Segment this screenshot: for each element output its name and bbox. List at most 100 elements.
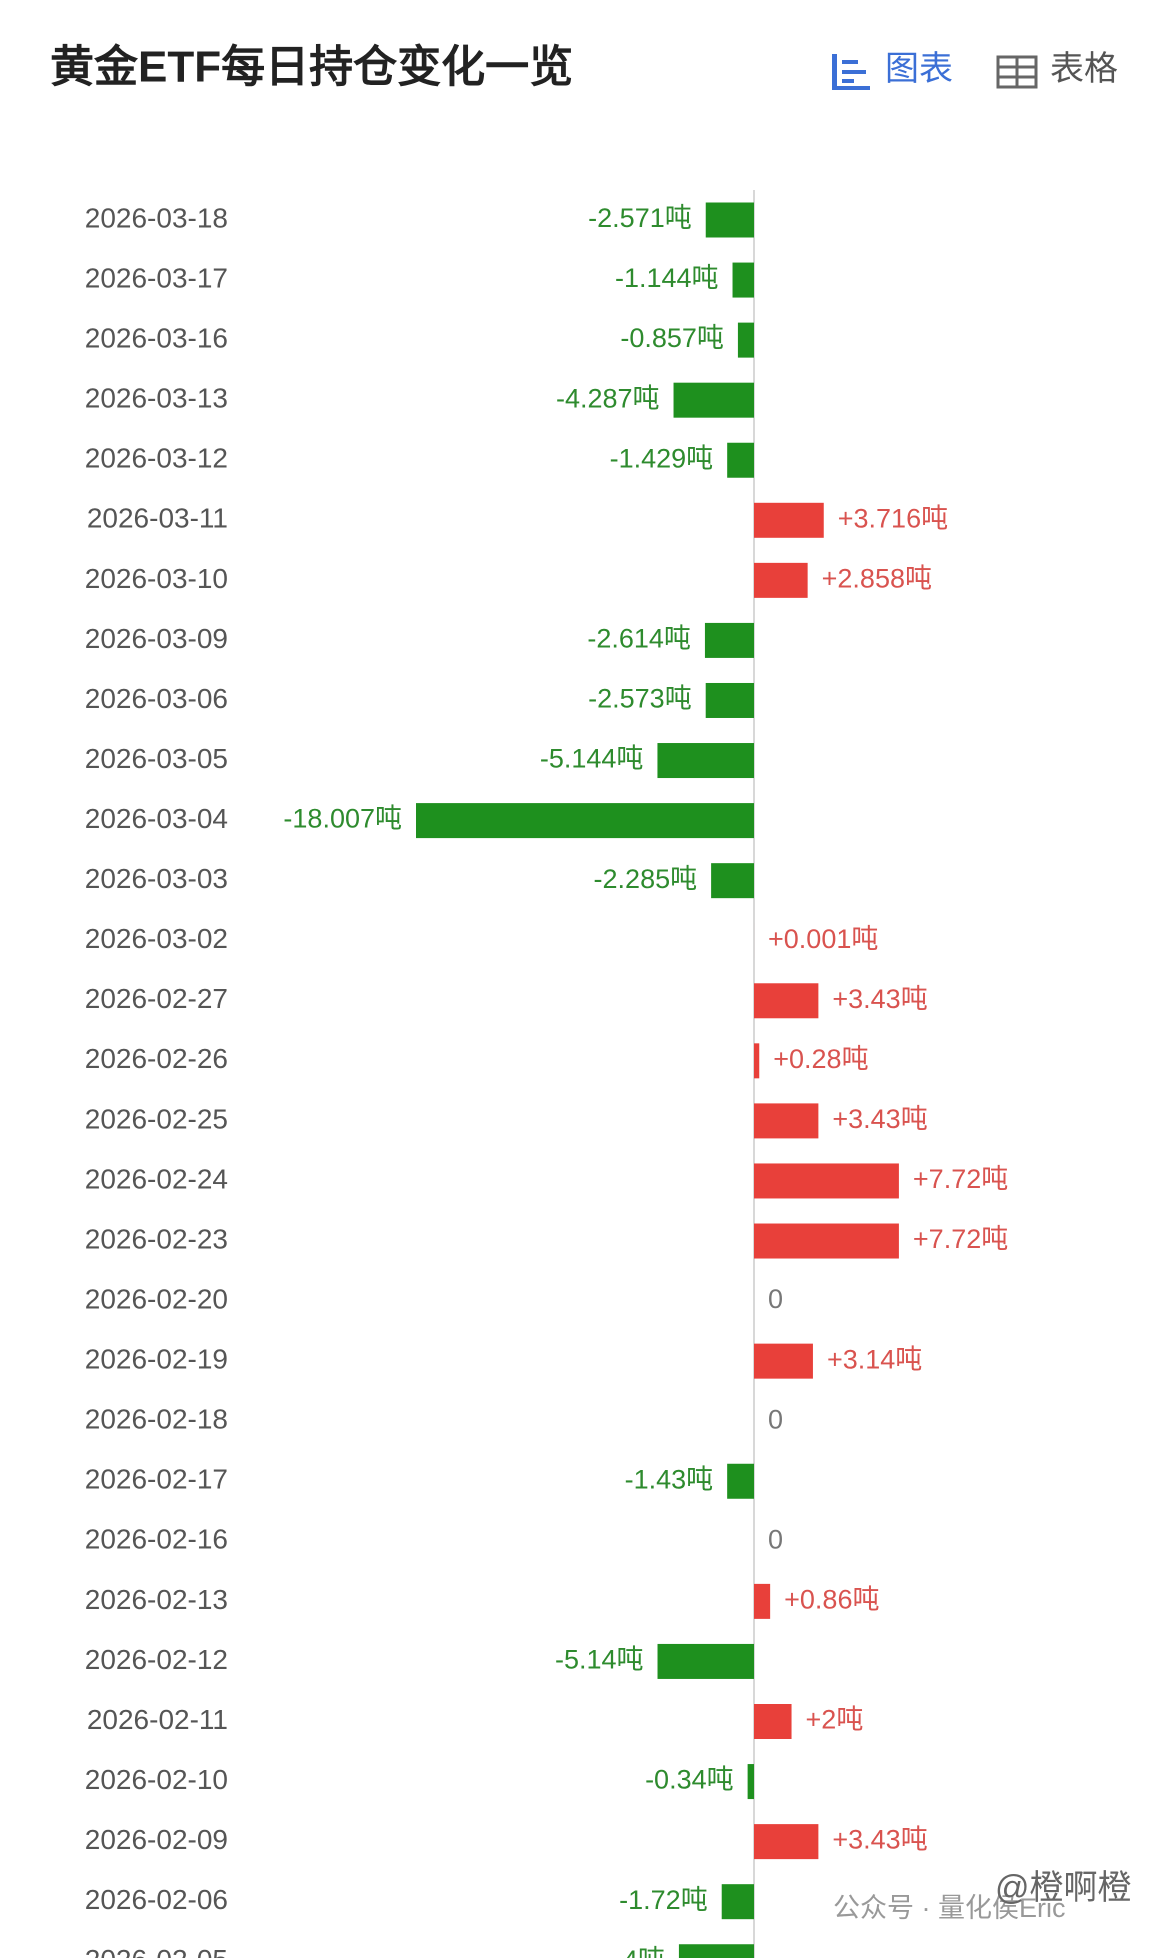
- plot: 2026-03-18 -2.571吨 2026-03-17 -1.144吨 2026-0…: [85, 202, 1008, 1958]
- data-label: -5.144吨: [540, 744, 644, 774]
- y-tick-label: 2026-03-03: [85, 863, 228, 894]
- bar: [705, 682, 754, 718]
- data-label: -18.007吨: [283, 804, 402, 834]
- y-tick-label: 2026-02-11: [87, 1704, 228, 1735]
- bar: [673, 382, 754, 418]
- y-tick-label: 2026-03-02: [85, 923, 228, 954]
- y-tick-label: 2026-03-04: [85, 803, 228, 834]
- y-tick-label: 2026-02-27: [85, 983, 228, 1014]
- data-label: -0.34吨: [645, 1765, 734, 1795]
- y-tick-label: 2026-03-09: [85, 623, 228, 654]
- bar: [754, 1824, 819, 1860]
- bar: [657, 743, 754, 779]
- data-label: +3.43吨: [832, 1104, 927, 1134]
- bar: [754, 1043, 760, 1079]
- y-tick-label: 2026-02-13: [85, 1584, 228, 1615]
- y-tick-label: 2026-02-12: [85, 1644, 228, 1675]
- bar: [754, 1103, 819, 1139]
- bar: [754, 1704, 792, 1739]
- bar: [754, 983, 819, 1019]
- data-label: -4.287吨: [556, 383, 660, 413]
- bar: [705, 202, 754, 238]
- y-tick-label: 2026-02-09: [85, 1824, 228, 1855]
- bar: [657, 1643, 754, 1679]
- y-tick-label: 2026-03-18: [85, 202, 228, 233]
- data-label: +3.716吨: [838, 503, 948, 533]
- data-label: 0: [768, 1284, 783, 1314]
- y-tick-label: 2026-02-18: [85, 1404, 228, 1435]
- bar: [416, 803, 754, 839]
- bar: [754, 1583, 771, 1619]
- bar: [732, 262, 754, 298]
- y-tick-label: 2026-03-13: [85, 383, 228, 414]
- data-label: -2.573吨: [588, 684, 692, 714]
- y-tick-label: 2026-02-25: [85, 1103, 228, 1134]
- bar: [704, 622, 754, 658]
- data-label: +0.86吨: [784, 1585, 879, 1615]
- tab-icon: [842, 70, 866, 74]
- y-tick-label: 2026-02-10: [85, 1764, 228, 1795]
- y-tick-label: 2026-03-17: [85, 262, 228, 293]
- watermark: @橙啊橙: [995, 1869, 1132, 1907]
- y-tick-label: 2026-02-24: [85, 1163, 228, 1194]
- tab-label: 表格: [1050, 50, 1118, 88]
- data-label: +3.43吨: [832, 1825, 927, 1855]
- y-tick-label: 2026-02-20: [85, 1283, 228, 1314]
- y-tick-label: 2026-02-06: [85, 1884, 228, 1915]
- data-label: -2.614吨: [587, 624, 691, 654]
- data-label: +2吨: [806, 1705, 864, 1735]
- tab-icon: [842, 60, 858, 64]
- y-tick-label: 2026-02-05: [85, 1944, 228, 1958]
- y-tick-label: 2026-02-23: [85, 1223, 228, 1254]
- y-tick-label: 2026-03-12: [85, 443, 228, 474]
- data-label: -1.429吨: [610, 443, 714, 473]
- data-label: -5.14吨: [555, 1645, 644, 1675]
- bar: [678, 1944, 754, 1958]
- bar: [747, 1764, 754, 1800]
- data-label: 0: [768, 1524, 783, 1554]
- bar: [754, 502, 824, 538]
- watermark: 公众号 · 量化侯Eric: [833, 1893, 1066, 1923]
- data-label: -2.571吨: [588, 203, 692, 233]
- data-label: +0.28吨: [773, 1044, 868, 1074]
- y-tick-label: 2026-02-26: [85, 1043, 228, 1074]
- data-label: +0.001吨: [768, 924, 878, 954]
- bar: [711, 863, 754, 899]
- tab-icon: [832, 86, 870, 90]
- y-tick-label: 2026-02-16: [85, 1524, 228, 1555]
- bar: [721, 1884, 754, 1920]
- data-label: +2.858吨: [822, 563, 932, 593]
- y-tick-label: 2026-03-05: [85, 743, 228, 774]
- bar: [754, 1343, 813, 1379]
- y-tick-label: 2026-03-10: [85, 563, 228, 594]
- data-label: +7.72吨: [913, 1224, 1008, 1254]
- data-label: -1.72吨: [619, 1885, 708, 1915]
- data-label: +7.72吨: [913, 1164, 1008, 1194]
- bar: [737, 322, 754, 358]
- bar: [727, 442, 754, 478]
- data-label: 0: [768, 1404, 783, 1434]
- data-label: +3.43吨: [832, 984, 927, 1014]
- chart-tab[interactable]: 图表: [832, 50, 953, 90]
- y-tick-label: 2026-03-16: [85, 323, 228, 354]
- tab-icon: [842, 79, 854, 83]
- y-tick-label: 2026-03-06: [85, 683, 228, 714]
- bar: [754, 1223, 899, 1259]
- data-label: -0.857吨: [620, 323, 724, 353]
- bar: [754, 562, 808, 598]
- y-tick-label: 2026-02-17: [85, 1464, 228, 1495]
- data-label: -2.285吨: [594, 864, 698, 894]
- table-tab[interactable]: 表格: [996, 50, 1118, 89]
- bar: [754, 1163, 899, 1199]
- tab-label: 图表: [885, 50, 953, 88]
- data-label: -1.144吨: [615, 263, 719, 293]
- data-label: +3.14吨: [827, 1344, 922, 1374]
- tab-icon: [832, 54, 837, 90]
- data-label: -4吨: [614, 1945, 665, 1958]
- y-tick-label: 2026-03-11: [87, 503, 228, 534]
- y-tick-label: 2026-02-19: [85, 1344, 228, 1375]
- bar: [727, 1463, 754, 1499]
